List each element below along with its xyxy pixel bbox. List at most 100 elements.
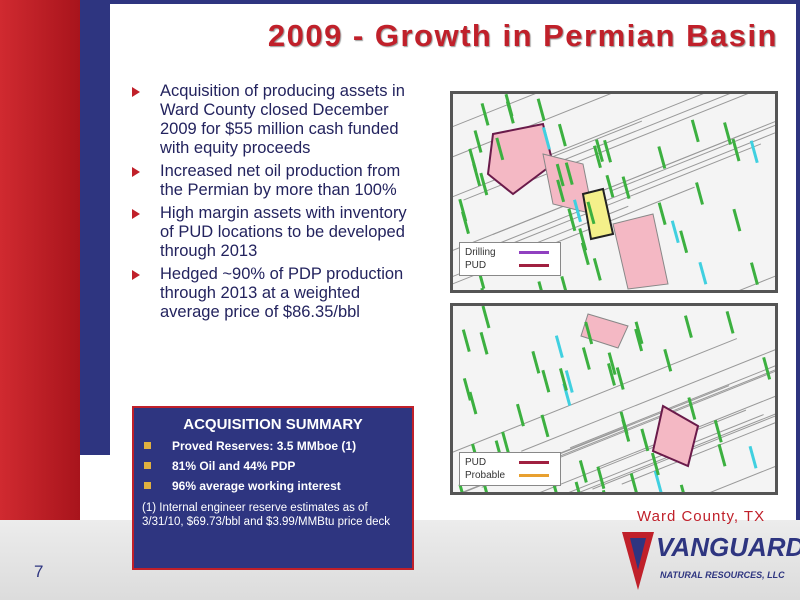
well-marker xyxy=(596,466,606,490)
well-marker xyxy=(695,182,704,205)
well-marker xyxy=(472,163,482,187)
legend-label: PUD xyxy=(465,260,487,271)
page-number: 7 xyxy=(34,562,44,581)
logo-mark xyxy=(622,532,654,590)
well-marker xyxy=(607,363,616,386)
map-line xyxy=(453,120,643,198)
well-marker xyxy=(479,331,489,355)
well-marker xyxy=(731,138,741,162)
well-marker xyxy=(581,347,591,370)
bullet: Acquisition of producing assets in Ward … xyxy=(128,82,418,158)
well-marker xyxy=(461,211,470,235)
well-marker xyxy=(619,411,629,435)
well-marker xyxy=(560,275,568,290)
well-marker xyxy=(653,470,663,492)
well-marker xyxy=(603,139,613,163)
well-marker xyxy=(537,281,543,290)
legend-label: Drilling xyxy=(465,247,496,258)
summary-box: ACQUISITION SUMMARY Proved Reserves: 3.5… xyxy=(132,406,414,570)
navy-band xyxy=(80,0,110,455)
summary-item: Proved Reserves: 3.5 MMboe (1) xyxy=(134,439,412,453)
well-marker xyxy=(504,94,514,117)
map-line xyxy=(710,466,775,492)
well-marker xyxy=(481,306,491,329)
well-marker xyxy=(640,428,650,452)
well-marker xyxy=(650,452,660,476)
map-line xyxy=(569,365,775,449)
well-marker xyxy=(458,484,464,492)
bullet: Hedged ~90% of PDP production through 20… xyxy=(128,265,418,322)
well-marker xyxy=(574,481,581,492)
well-marker xyxy=(732,208,742,232)
well-marker xyxy=(749,262,759,286)
well-marker xyxy=(670,220,680,244)
well-marker xyxy=(595,139,604,162)
legend-entry: Probable xyxy=(465,469,555,482)
well-marker xyxy=(558,368,568,391)
legend-swatch xyxy=(519,264,549,267)
map-line xyxy=(592,415,775,490)
legend-swatch xyxy=(519,251,549,254)
map-line xyxy=(463,426,628,492)
legend-label: Probable xyxy=(465,470,506,481)
map: PUD Probable xyxy=(450,303,778,495)
well-marker xyxy=(556,179,566,203)
well-marker xyxy=(725,310,735,334)
logo-subtitle: NATURAL RESOURCES, LLC xyxy=(660,570,785,580)
well-marker xyxy=(495,137,505,161)
map: Drilling PUD xyxy=(450,91,778,293)
well-marker xyxy=(687,397,697,420)
map-line xyxy=(483,132,775,250)
legend-label: PUD xyxy=(465,457,487,468)
well-marker xyxy=(468,391,478,415)
well-marker xyxy=(629,473,638,492)
map-caption: Ward County, TX xyxy=(637,508,766,525)
well-marker xyxy=(762,356,772,380)
right-border xyxy=(796,0,800,520)
map-line xyxy=(568,414,764,492)
well-marker xyxy=(555,163,565,187)
legend-entry: PUD xyxy=(465,259,555,272)
map-line xyxy=(453,94,612,158)
well-marker xyxy=(634,321,644,345)
well-marker xyxy=(621,176,631,200)
well-marker xyxy=(634,328,644,352)
summary-title: ACQUISITION SUMMARY xyxy=(183,416,363,433)
well-marker xyxy=(573,199,582,223)
slide-title: 2009 - Growth in Permian Basin xyxy=(267,18,778,53)
well-marker xyxy=(657,202,667,226)
well-marker xyxy=(748,445,758,469)
well-marker xyxy=(615,367,625,390)
well-marker xyxy=(601,489,606,492)
well-marker xyxy=(683,315,693,339)
bullet-list: Acquisition of producing assets in Ward … xyxy=(128,82,418,326)
well-marker xyxy=(541,127,551,150)
well-marker xyxy=(723,122,732,145)
well-marker xyxy=(605,174,615,198)
well-marker xyxy=(501,431,511,455)
well-marker xyxy=(698,261,708,285)
summary-item: 81% Oil and 44% PDP xyxy=(134,459,412,473)
map-line xyxy=(514,94,704,170)
well-marker xyxy=(540,414,550,438)
bullet: High margin assets with inventory of PUD… xyxy=(128,204,418,261)
map-legend: PUD Probable xyxy=(459,452,561,486)
well-marker xyxy=(679,484,685,492)
well-marker xyxy=(480,102,490,126)
well-marker xyxy=(578,460,588,483)
well-marker xyxy=(554,335,564,359)
legend-entry: PUD xyxy=(465,456,555,469)
well-marker xyxy=(593,145,602,169)
well-marker xyxy=(515,403,525,427)
bullet: Increased net oil production from the Pe… xyxy=(128,162,418,200)
well-marker xyxy=(584,321,594,345)
well-marker xyxy=(479,172,489,196)
logo-name: VANGUARD xyxy=(656,532,800,562)
well-marker xyxy=(536,98,546,122)
well-marker xyxy=(531,350,541,374)
well-marker xyxy=(663,348,673,372)
well-marker xyxy=(462,377,472,401)
well-marker xyxy=(690,119,700,143)
legend-entry: Drilling xyxy=(465,246,555,259)
map-line xyxy=(739,275,775,290)
